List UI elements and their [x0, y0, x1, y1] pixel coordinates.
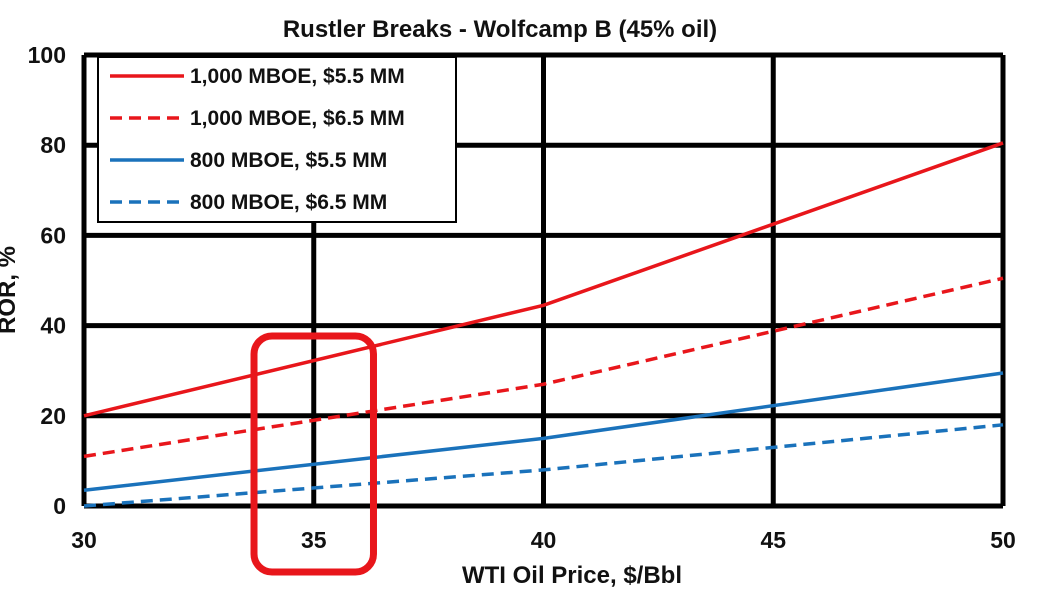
x-tick-label: 40	[531, 527, 557, 553]
series-line	[83, 371, 1004, 492]
y-tick-label: 80	[40, 132, 66, 158]
highlight-box	[250, 332, 377, 576]
x-tick-label: 30	[71, 527, 97, 553]
legend: 1,000 MBOE, $5.5 MM 1,000 MBOE, $6.5 MM 80…	[97, 56, 457, 223]
y-tick-label: 0	[53, 493, 66, 519]
y-tick-label: 40	[40, 313, 66, 339]
series-line	[83, 141, 1004, 418]
series-lines	[83, 141, 1004, 508]
x-axis-label: WTI Oil Price, $/Bbl	[462, 562, 682, 589]
tick-labels: 30 35 40 45 50 0 20 40 60 80 100	[28, 42, 1016, 553]
y-tick-label: 100	[28, 42, 66, 68]
legend-box	[97, 56, 457, 223]
legend-entry: 800 MBOE, $6.5 MM	[190, 191, 387, 214]
legend-entry: 1,000 MBOE, $5.5 MM	[190, 65, 405, 88]
legend-entry: 1,000 MBOE, $6.5 MM	[190, 107, 405, 130]
legend-entry: 800 MBOE, $5.5 MM	[190, 149, 387, 172]
series-line	[83, 423, 1004, 508]
y-axis-label: ROR, %	[0, 246, 21, 334]
chart-title: Rustler Breaks - Wolfcamp B (45% oil)	[283, 16, 717, 43]
series-line	[83, 276, 1004, 459]
y-tick-label: 20	[40, 403, 66, 429]
x-tick-label: 35	[301, 527, 327, 553]
plot-grid	[81, 52, 1006, 509]
x-tick-label: 50	[990, 527, 1016, 553]
y-tick-label: 60	[40, 222, 66, 248]
x-tick-label: 45	[760, 527, 786, 553]
